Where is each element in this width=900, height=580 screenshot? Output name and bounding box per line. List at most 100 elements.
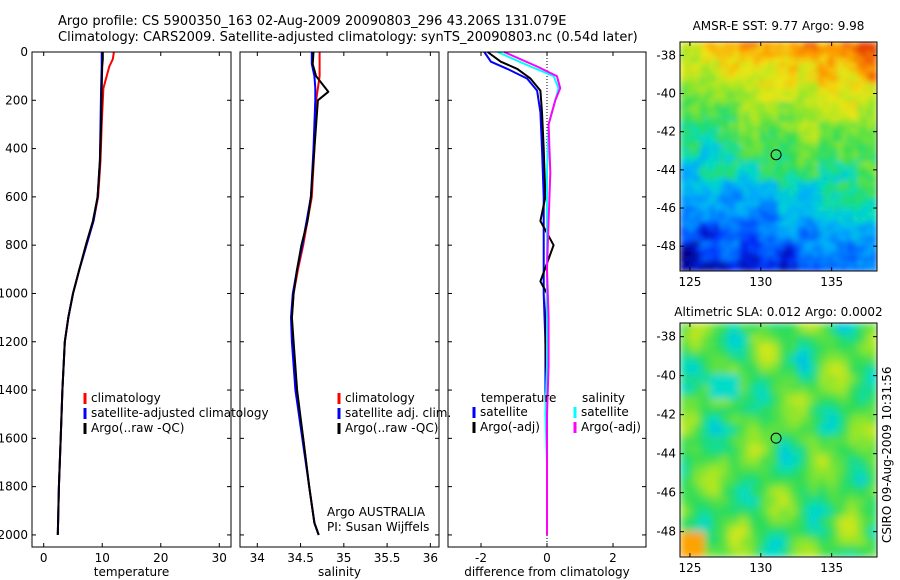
field-cell (822, 236, 829, 242)
field-cell (699, 186, 706, 192)
field-cell (862, 196, 868, 202)
field-cell (857, 221, 863, 227)
field-cell (867, 323, 873, 329)
field-cell (680, 485, 686, 492)
field-cell (783, 389, 789, 395)
field-cell (822, 429, 829, 436)
field-cell (788, 333, 794, 339)
field-cell (763, 191, 770, 197)
field-cell (753, 76, 760, 83)
field-cell (822, 231, 829, 237)
field-cell (847, 384, 853, 390)
field-cell (847, 196, 853, 202)
field-cell (684, 186, 691, 192)
field-cell (847, 131, 853, 138)
field-cell (758, 480, 765, 487)
field-cell (847, 328, 853, 334)
field-cell (837, 419, 844, 426)
field-cell (862, 236, 868, 242)
field-cell (724, 495, 730, 502)
field-cell (793, 211, 799, 217)
field-cell (719, 358, 725, 365)
field-cell (773, 536, 780, 543)
field-cell (773, 81, 780, 88)
field-cell (709, 261, 716, 267)
field-cell (817, 323, 824, 329)
field-cell (704, 166, 711, 173)
field-cell (862, 136, 868, 143)
field-cell (729, 445, 735, 451)
field-cell (778, 141, 785, 148)
field-cell (842, 71, 849, 78)
field-cell (744, 236, 750, 242)
field-cell (862, 490, 868, 497)
field-cell (694, 86, 701, 93)
field-cell (748, 46, 755, 53)
field-cell (744, 373, 750, 380)
field-cell (768, 348, 775, 355)
field-cell (724, 141, 730, 148)
field-cell (734, 551, 740, 557)
field-cell (699, 389, 706, 395)
field-cell (758, 450, 765, 456)
field-cell (832, 176, 839, 182)
field-cell (719, 353, 725, 360)
field-cell (689, 86, 696, 93)
field-cell (714, 501, 720, 507)
field-cell (744, 419, 750, 426)
field-cell (744, 501, 750, 507)
field-cell (778, 66, 785, 73)
field-cell (812, 71, 819, 78)
field-cell (709, 126, 716, 133)
field-cell (694, 389, 701, 395)
field-cell (748, 126, 755, 133)
field-cell (817, 429, 824, 436)
field-cell (719, 156, 725, 163)
field-cell (808, 434, 814, 441)
field-cell (847, 521, 853, 528)
field-cell (709, 101, 716, 108)
field-cell (788, 226, 794, 232)
field-cell (847, 399, 853, 405)
field-cell (758, 536, 765, 543)
field-cell (808, 551, 814, 557)
field-cell (684, 363, 691, 370)
field-cell (842, 171, 849, 178)
field-cell (753, 323, 760, 329)
field-cell (847, 333, 853, 339)
field-cell (812, 106, 819, 113)
field-cell (837, 241, 844, 247)
field-cell (862, 266, 868, 271)
field-cell (817, 141, 824, 148)
field-cell (680, 495, 686, 502)
field-cell (872, 126, 877, 133)
field-cell (857, 246, 863, 252)
field-cell (734, 126, 740, 133)
field-cell (783, 455, 789, 461)
field-cell (857, 353, 863, 360)
field-cell (768, 373, 775, 380)
field-cell (734, 236, 740, 242)
field-cell (724, 241, 730, 247)
field-cell (827, 156, 834, 163)
field-cell (827, 551, 834, 557)
field-cell (729, 485, 735, 492)
field-cell (857, 61, 863, 68)
field-cell (862, 445, 868, 451)
field-cell (822, 531, 829, 538)
field-cell (684, 86, 691, 93)
field-cell (862, 126, 868, 133)
field-cell (739, 485, 745, 492)
field-cell (709, 414, 716, 421)
field-cell (748, 348, 755, 355)
field-cell (812, 358, 819, 365)
field-cell (788, 91, 794, 98)
field-cell (832, 51, 839, 58)
field-cell (694, 460, 701, 467)
field-cell (704, 151, 711, 158)
field-cell (842, 511, 849, 517)
field-cell (734, 201, 740, 207)
field-cell (739, 445, 745, 451)
field-cell (714, 76, 720, 83)
x-tick-label: 0 (543, 551, 551, 565)
